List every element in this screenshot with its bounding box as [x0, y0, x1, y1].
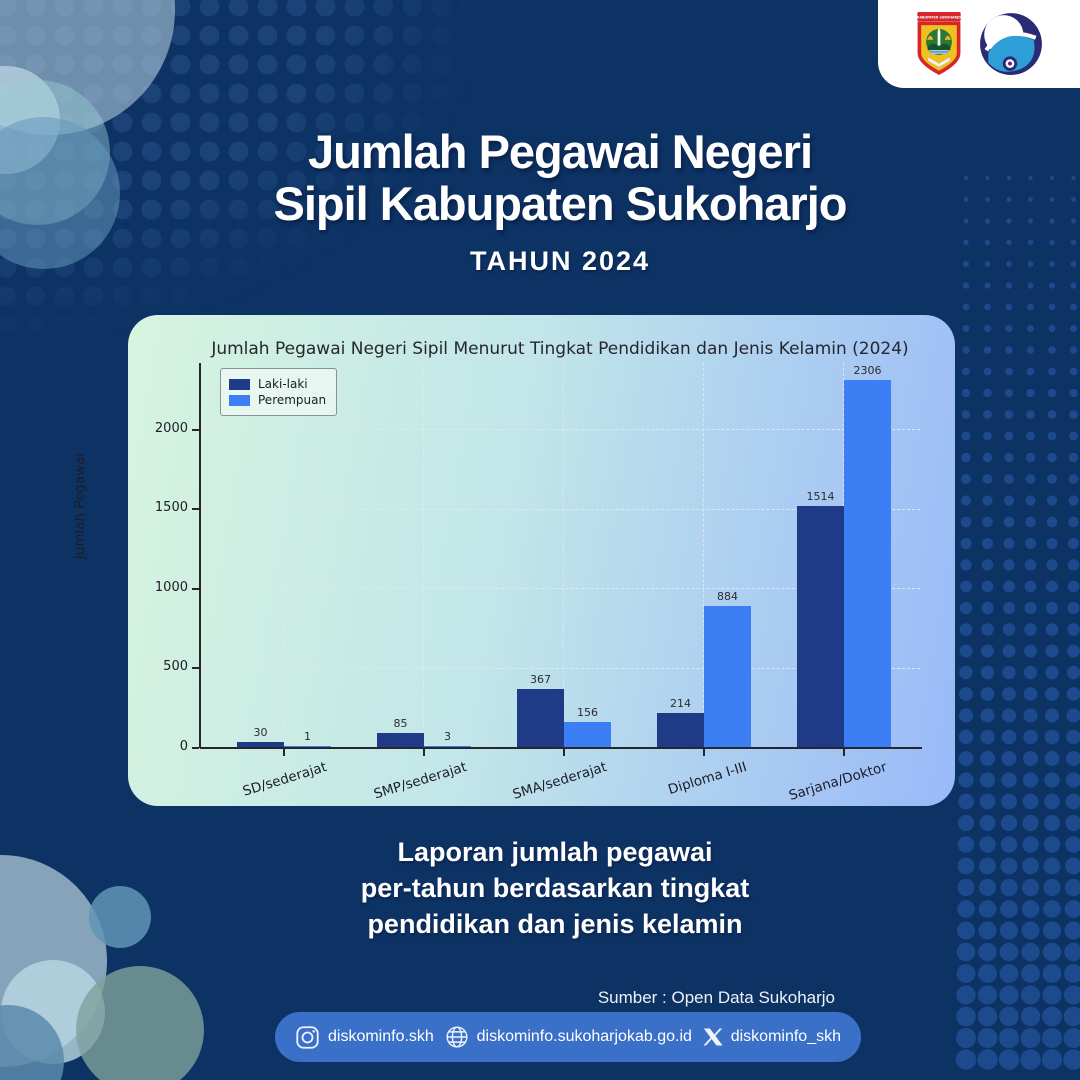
grid-line-vertical: [283, 363, 285, 748]
bar-value-label: 884: [717, 590, 738, 604]
y-tick-mark: [192, 587, 199, 590]
legend-item: Perempuan: [229, 393, 326, 407]
bar-value-label: 30: [253, 726, 268, 740]
y-axis-line: [199, 363, 201, 748]
instagram-icon: [295, 1025, 320, 1050]
x-tick-label: Sarjana/Doktor: [787, 759, 889, 804]
page-title-line2: Sipil Kabupaten Sukoharjo: [273, 177, 847, 230]
bar-value-label: 214: [670, 696, 691, 710]
y-tick-label: 1500: [154, 500, 188, 516]
y-tick-label: 1000: [154, 579, 188, 595]
page-title-line1: Jumlah Pegawai Negeri: [307, 125, 813, 178]
bar-laki-laki-1: [377, 733, 424, 747]
bar-value-label: 1: [304, 730, 311, 744]
x-tick-mark: [283, 749, 285, 756]
x-axis-line: [200, 747, 922, 749]
legend-item: Laki-laki: [229, 377, 326, 391]
bar-value-label: 2306: [853, 364, 882, 378]
x-link[interactable]: diskominfo_skh: [703, 1028, 841, 1046]
y-tick-label: 500: [163, 659, 188, 675]
grid-line-horizontal: [200, 429, 920, 431]
footer-social-bar: diskominfo.skh diskominfo.sukoharjokab.g…: [275, 1012, 861, 1062]
kabupaten-sukoharjo-crest: KABUPATEN SUKOHARJO: [917, 12, 961, 75]
grid-line-vertical: [563, 363, 565, 748]
bar-value-label: 1514: [806, 490, 835, 504]
chart-legend: Laki-laki Perempuan: [220, 368, 338, 416]
caption-line2: per-tahun berdasarkan tingkat: [360, 873, 750, 903]
x-tick-label: Diploma I-III: [666, 759, 749, 799]
caption-line1: Laporan jumlah pegawai: [397, 837, 713, 867]
bar-laki-laki-2: [517, 688, 564, 747]
bar-laki-laki-0: [237, 742, 284, 747]
y-tick-mark: [192, 667, 199, 670]
globe-icon: [445, 1025, 469, 1049]
bar-perempuan-1: [424, 746, 471, 747]
bar-laki-laki-3: [657, 712, 704, 747]
chart-title: Jumlah Pegawai Negeri Sipil Menurut Ting…: [211, 339, 909, 359]
grid-line-horizontal: [200, 667, 920, 669]
grid-line-horizontal: [200, 508, 920, 510]
bar-value-label: 367: [530, 672, 551, 686]
legend-label: Laki-laki: [258, 377, 308, 391]
x-handle: diskominfo_skh: [730, 1028, 841, 1045]
legend-label: Perempuan: [258, 393, 327, 407]
instagram-handle: diskominfo.skh: [328, 1028, 434, 1045]
x-icon: [703, 1028, 723, 1046]
y-tick-label: 0: [179, 739, 188, 754]
x-tick-label: SD/sederajat: [240, 759, 329, 800]
y-tick-mark: [192, 747, 199, 749]
bar-perempuan-3: [704, 606, 751, 747]
caption-line3: pendidikan dan jenis kelamin: [367, 909, 743, 939]
page-subtitle: TAHUN 2024: [469, 246, 651, 276]
bar-perempuan-4: [844, 380, 891, 747]
decorative-circle: [0, 117, 120, 269]
kominfo-logo: [980, 13, 1042, 75]
bar-perempuan-2: [564, 722, 611, 747]
y-tick-mark: [192, 428, 199, 431]
x-tick-mark: [423, 749, 425, 756]
grid-line-vertical: [423, 363, 425, 748]
bar-value-label: 156: [577, 706, 598, 720]
crest-banner-text: KABUPATEN SUKOHARJO: [917, 16, 961, 20]
grid-line-vertical: [703, 363, 705, 748]
x-tick-mark: [563, 749, 565, 756]
website-link[interactable]: diskominfo.sukoharjokab.go.id: [445, 1025, 692, 1049]
plot-area: Laki-laki Perempuan 0 500 1000 1500 2000 SD/s…: [155, 363, 922, 804]
bar-laki-laki-4: [797, 506, 844, 747]
x-tick-mark: [843, 749, 845, 756]
x-tick-label: SMA/sederajat: [510, 759, 609, 803]
headline-block: Jumlah Pegawai Negeri Sipil Kabupaten Su…: [40, 126, 1080, 277]
website-url: diskominfo.sukoharjokab.go.id: [476, 1028, 692, 1045]
bar-value-label: 3: [444, 730, 451, 744]
decorative-circle: [76, 966, 204, 1080]
bar-value-label: 85: [393, 717, 408, 731]
y-axis-label: Jumlah Pegawai: [72, 452, 88, 560]
legend-swatch-perempuan: [229, 394, 250, 406]
source-text: Sumber : Open Data Sukoharjo: [597, 988, 835, 1007]
caption-block: Laporan jumlah pegawai per-tahun berdasa…: [35, 834, 1075, 942]
x-tick-label: SMP/sederajat: [371, 759, 469, 803]
logo-card: KABUPATEN SUKOHARJO: [878, 0, 1080, 88]
decorative-circle: [89, 886, 151, 948]
y-tick-label: 2000: [154, 420, 188, 436]
y-tick-mark: [192, 508, 199, 511]
grid-line-horizontal: [200, 588, 920, 590]
instagram-link[interactable]: diskominfo.skh: [295, 1025, 434, 1050]
chart-card: Jumlah Pegawai Negeri Sipil Menurut Ting…: [72, 315, 955, 806]
x-tick-mark: [703, 749, 705, 756]
legend-swatch-laki-laki: [229, 378, 250, 390]
bar-perempuan-0: [284, 746, 331, 747]
